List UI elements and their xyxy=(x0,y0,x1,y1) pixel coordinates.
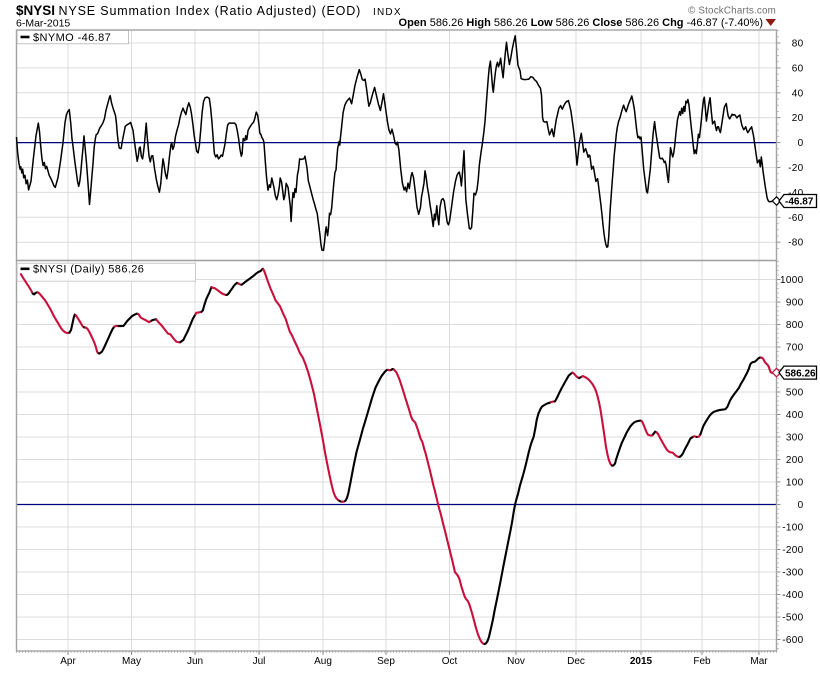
svg-text:500: 500 xyxy=(786,388,804,399)
svg-text:INDX: INDX xyxy=(373,7,402,18)
svg-text:-200: -200 xyxy=(782,545,803,556)
svg-text:800: 800 xyxy=(786,320,804,331)
svg-text:Jun: Jun xyxy=(187,656,203,667)
svg-text:80: 80 xyxy=(792,39,804,50)
svg-text:1000: 1000 xyxy=(780,275,804,286)
svg-text:-80: -80 xyxy=(788,238,803,249)
svg-text:200: 200 xyxy=(786,455,804,466)
svg-text:Sep: Sep xyxy=(377,656,395,667)
svg-text:-600: -600 xyxy=(782,635,803,646)
svg-text:-46.87: -46.87 xyxy=(785,197,814,208)
svg-text:100: 100 xyxy=(786,478,804,489)
svg-text:© StockCharts.com: © StockCharts.com xyxy=(688,6,776,17)
svg-text:-300: -300 xyxy=(782,568,803,579)
svg-text:Feb: Feb xyxy=(693,656,711,667)
svg-text:400: 400 xyxy=(786,410,804,421)
svg-text:Jul: Jul xyxy=(253,656,266,667)
svg-text:Open 586.26 High 586.26 Low 58: Open 586.26 High 586.26 Low 586.26 Close… xyxy=(399,17,763,29)
svg-text:0: 0 xyxy=(798,138,804,149)
svg-text:60: 60 xyxy=(792,63,804,74)
svg-text:$NYSI: $NYSI xyxy=(16,3,55,18)
svg-text:-40: -40 xyxy=(788,188,803,199)
svg-text:700: 700 xyxy=(786,343,804,354)
svg-text:Nov: Nov xyxy=(507,656,525,667)
svg-text:$NYSI (Daily) 586.26: $NYSI (Daily) 586.26 xyxy=(33,264,144,276)
svg-text:Apr: Apr xyxy=(60,656,76,667)
svg-text:Mar: Mar xyxy=(750,656,768,667)
svg-text:May: May xyxy=(122,656,141,667)
svg-text:586.26: 586.26 xyxy=(785,368,816,379)
svg-text:$NYMO -46.87: $NYMO -46.87 xyxy=(33,32,111,44)
svg-text:-400: -400 xyxy=(782,590,803,601)
svg-text:300: 300 xyxy=(786,433,804,444)
svg-text:-500: -500 xyxy=(782,613,803,624)
svg-text:6-Mar-2015: 6-Mar-2015 xyxy=(16,18,70,30)
svg-text:Aug: Aug xyxy=(314,656,332,667)
svg-text:-100: -100 xyxy=(782,523,803,534)
svg-text:Dec: Dec xyxy=(567,656,585,667)
svg-text:900: 900 xyxy=(786,298,804,309)
svg-text:40: 40 xyxy=(792,88,804,99)
svg-text:2015: 2015 xyxy=(630,656,653,667)
svg-text:0: 0 xyxy=(798,500,804,511)
svg-text:-20: -20 xyxy=(788,163,803,174)
svg-text:20: 20 xyxy=(792,113,804,124)
svg-text:-60: -60 xyxy=(788,213,803,224)
svg-text:Oct: Oct xyxy=(442,656,458,667)
svg-text:NYSE Summation Index (Ratio Ad: NYSE Summation Index (Ratio Adjusted) (E… xyxy=(59,4,362,18)
